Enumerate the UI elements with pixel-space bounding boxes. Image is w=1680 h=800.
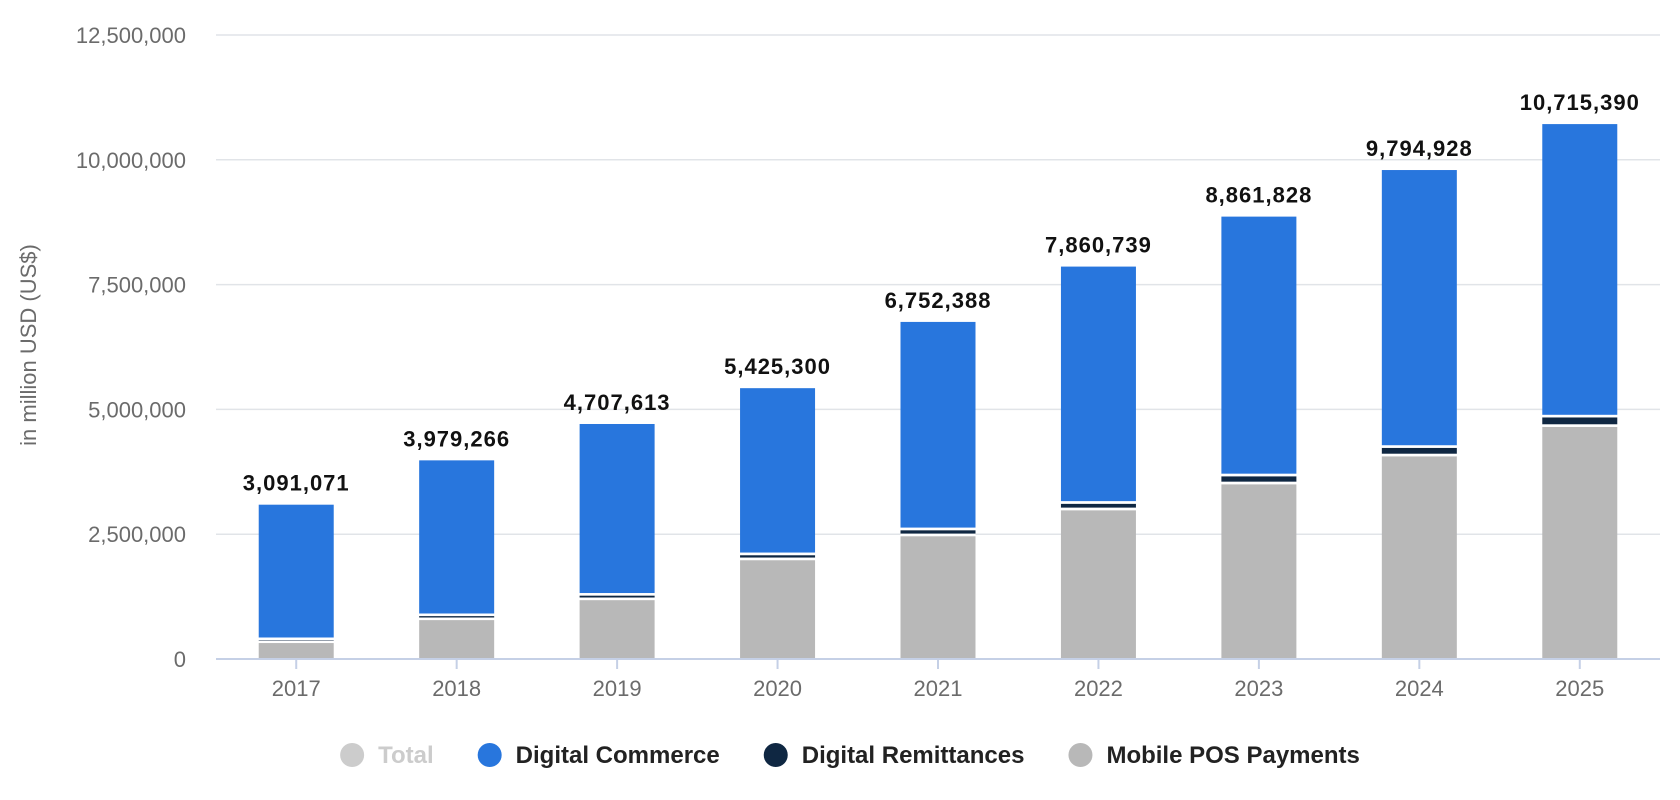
legend-item-digital-commerce[interactable]: Digital Commerce	[477, 742, 720, 769]
bar-segment-digital-remittances[interactable]	[579, 595, 655, 598]
bar-segment-separator	[258, 640, 334, 644]
total-data-label: 4,707,613	[564, 390, 671, 415]
bar-segment-separator	[1542, 414, 1618, 418]
bar-segment-separator	[1221, 481, 1297, 485]
bar-segment-separator	[740, 557, 816, 561]
y-axis-label: in million USD (US$)	[16, 244, 41, 446]
bar-segment-separator	[740, 552, 816, 556]
legend-item-total[interactable]: Total	[340, 742, 434, 769]
x-tick-label: 2024	[1395, 676, 1444, 701]
bar-segment-separator	[579, 593, 655, 596]
bar-segment-separator	[419, 613, 495, 617]
bar-segment-mobile-pos-payments[interactable]	[1542, 426, 1618, 659]
labels-layer: 3,091,071 3,979,266 4,707,613 5,425,300 6,75…	[243, 90, 1640, 496]
bar-segment-separator	[1381, 445, 1457, 448]
legend-swatch-icon	[763, 743, 788, 767]
y-tick-label: 5,000,000	[88, 397, 186, 422]
bar-segment-separator	[1381, 453, 1457, 457]
bar-segment-digital-commerce[interactable]	[258, 504, 334, 638]
bar-segment-digital-remittances[interactable]	[1542, 417, 1618, 425]
x-tick-label: 2022	[1074, 676, 1123, 701]
bar-segment-digital-remittances[interactable]	[1060, 503, 1136, 508]
y-tick-label: 12,500,000	[76, 23, 186, 48]
legend-item-digital-remittances[interactable]: Digital Remittances	[763, 742, 1025, 769]
total-data-label: 3,979,266	[403, 426, 510, 451]
bar-segment-separator	[1542, 424, 1618, 427]
x-tick-label: 2023	[1234, 676, 1283, 701]
bar-segment-separator	[579, 597, 655, 601]
bars-layer	[258, 124, 1618, 659]
bar-segment-digital-commerce[interactable]	[419, 460, 495, 614]
bar-segment-mobile-pos-payments[interactable]	[1381, 456, 1457, 659]
bar-segment-digital-remittances[interactable]	[1221, 476, 1297, 482]
bar-segment-digital-commerce[interactable]	[740, 388, 816, 553]
bar-segment-mobile-pos-payments[interactable]	[579, 600, 655, 659]
x-tick-label: 2021	[914, 676, 963, 701]
x-tick-label: 2025	[1555, 676, 1604, 701]
bar-segment-mobile-pos-payments[interactable]	[258, 643, 334, 659]
legend-label: Total	[378, 742, 434, 769]
legend-swatch-icon	[477, 743, 502, 767]
bar-segment-mobile-pos-payments[interactable]	[740, 560, 816, 659]
bar-segment-mobile-pos-payments[interactable]	[1221, 484, 1297, 659]
bar-segment-mobile-pos-payments[interactable]	[1060, 510, 1136, 659]
bar-segment-digital-remittances[interactable]	[900, 530, 976, 534]
legend-swatch-icon	[340, 743, 365, 767]
total-data-label: 7,860,739	[1045, 233, 1152, 258]
x-tick-label: 2020	[753, 676, 802, 701]
bar-segment-mobile-pos-payments[interactable]	[900, 536, 976, 659]
bar-segment-separator	[900, 527, 976, 531]
bar-segment-digital-commerce[interactable]	[1060, 266, 1136, 502]
bar-segment-digital-commerce[interactable]	[1381, 170, 1457, 446]
y-tick-label: 10,000,000	[76, 148, 186, 173]
y-tick-label: 2,500,000	[88, 522, 186, 547]
bar-segment-mobile-pos-payments[interactable]	[419, 620, 495, 659]
bar-segment-separator	[258, 637, 334, 641]
legend-swatch-icon	[1068, 743, 1093, 767]
bar-segment-digital-commerce[interactable]	[579, 423, 655, 594]
bar-segment-separator	[1060, 507, 1136, 511]
bar-segment-digital-commerce[interactable]	[1221, 216, 1297, 474]
bar-segment-separator	[1221, 473, 1297, 477]
bar-segment-digital-remittances[interactable]	[419, 616, 495, 618]
x-tick-label: 2018	[432, 676, 481, 701]
y-tick-label: 7,500,000	[88, 273, 186, 298]
legend: Total Digital Commerce Digital Remittances…	[340, 742, 1360, 769]
bar-segment-separator	[900, 533, 976, 537]
y-tick-label: 0	[174, 647, 186, 672]
x-tick-label: 2017	[272, 676, 321, 701]
bar-segment-separator	[419, 617, 495, 621]
total-data-label: 3,091,071	[243, 471, 350, 496]
bar-segment-digital-remittances[interactable]	[740, 555, 816, 558]
total-data-label: 8,861,828	[1205, 183, 1312, 208]
total-data-label: 6,752,388	[885, 288, 992, 313]
x-tick-label: 2019	[593, 676, 642, 701]
legend-label: Mobile POS Payments	[1106, 742, 1359, 769]
bar-segment-separator	[1060, 501, 1136, 504]
legend-label: Digital Remittances	[802, 742, 1025, 769]
total-data-label: 5,425,300	[724, 354, 831, 379]
total-data-label: 9,794,928	[1366, 136, 1473, 161]
axis-layer: in million USD (US$) 0 2,500,000 5,000,000…	[16, 23, 1660, 701]
bar-segment-digital-commerce[interactable]	[900, 321, 976, 528]
bar-segment-digital-remittances[interactable]	[1381, 447, 1457, 454]
legend-item-mobile-pos-payments[interactable]: Mobile POS Payments	[1068, 742, 1360, 769]
total-data-label: 10,715,390	[1520, 90, 1640, 115]
legend-label: Digital Commerce	[516, 742, 720, 769]
bar-segment-digital-commerce[interactable]	[1542, 124, 1618, 415]
